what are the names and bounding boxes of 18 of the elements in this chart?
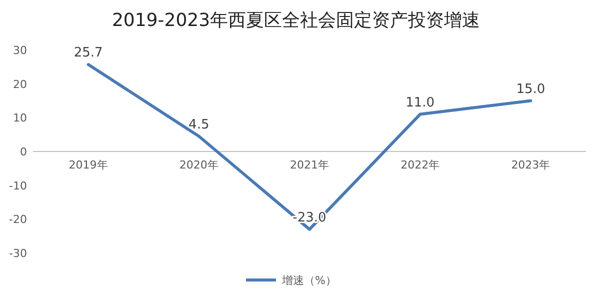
text: 11.0 xyxy=(406,95,435,110)
x-tick-label: 2022年 xyxy=(400,158,440,172)
y-tick-label: -10 xyxy=(9,179,27,192)
x-tick-label: 2023年 xyxy=(511,158,550,172)
y-tick-label: 10 xyxy=(13,112,27,125)
y-tick-label: -20 xyxy=(9,213,27,226)
x-tick-label: 2021年 xyxy=(290,158,329,172)
y-tick-label: 20 xyxy=(13,78,27,91)
y-tick-label: 30 xyxy=(13,44,27,57)
y-tick-label: 0 xyxy=(20,146,27,158)
text: 25.7 xyxy=(74,46,103,61)
text: 4.5 xyxy=(188,117,210,132)
text: 15.0 xyxy=(516,82,546,97)
chart-title: 2019-2023年西夏区全社会固定资产投资增速 xyxy=(112,10,480,31)
x-tick-label: 2019年 xyxy=(68,158,108,172)
y-tick-label: -30 xyxy=(9,247,27,260)
x-tick-label: 2020年 xyxy=(179,158,218,172)
legend-label: 增速（%） xyxy=(281,274,336,287)
